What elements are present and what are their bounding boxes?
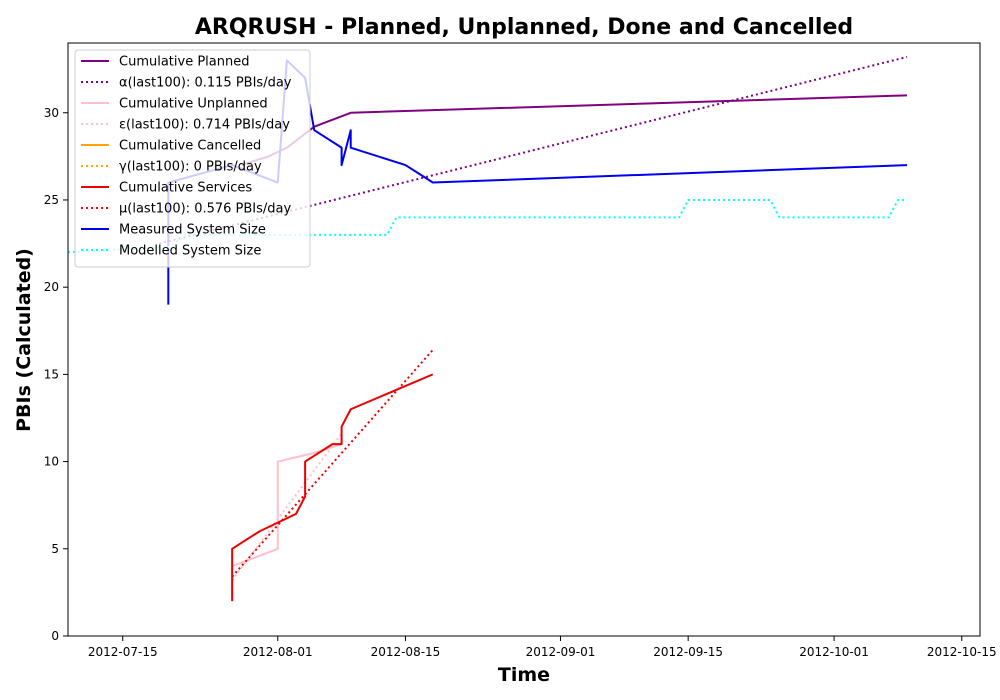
legend-label: ε(last100): 0.714 PBIs/day (119, 118, 290, 133)
legend-label: Measured System Size (119, 223, 266, 238)
x-axis: 2012-07-15 2012-08-01 2012-08-15 2012-09-01… (88, 636, 997, 659)
series-line-6 (231, 373, 434, 602)
legend-label: μ(last100): 0.576 PBIs/day (119, 202, 291, 217)
series-line-1 (158, 55, 908, 245)
y-tick-label: 20 (44, 280, 59, 294)
plot-frame (67, 42, 981, 637)
x-tick-label: 2012-08-15 (371, 645, 441, 659)
y-tick-label: 30 (44, 106, 59, 120)
y-axis: 0 5 10 15 20 25 30 (44, 106, 68, 643)
legend: Cumulative Planned α(last100): 0.115 PBIs… (74, 49, 311, 268)
series-line-3 (231, 433, 343, 581)
legend-label: Cumulative Cancelled (119, 139, 261, 154)
x-tick-label: 2012-10-01 (799, 645, 869, 659)
x-tick-label: 2012-10-15 (927, 645, 997, 659)
legend-box (74, 49, 311, 268)
x-tick-label: 2012-09-15 (653, 645, 723, 659)
x-axis-label: Time (498, 664, 550, 686)
x-tick-label: 2012-08-01 (243, 645, 313, 659)
y-axis-label: PBIs (Calculated) (13, 248, 35, 432)
x-tick-label: 2012-09-01 (526, 645, 596, 659)
legend-label: α(last100): 0.115 PBIs/day (119, 76, 292, 91)
y-tick-label: 25 (44, 193, 59, 207)
series-line-7 (231, 349, 434, 578)
legend-label: Cumulative Planned (119, 55, 249, 70)
legend-label: Modelled System Size (119, 244, 261, 259)
y-tick-label: 10 (44, 455, 59, 469)
legend-label: γ(last100): 0 PBIs/day (119, 160, 262, 175)
legend-label: Cumulative Services (119, 181, 252, 196)
chart-title: ARQRUSH - Planned, Unplanned, Done and C… (195, 15, 853, 40)
y-tick-label: 5 (51, 542, 59, 556)
series-line-9 (68, 198, 908, 254)
x-tick-label: 2012-07-15 (88, 645, 158, 659)
y-tick-label: 0 (51, 629, 59, 643)
legend-label: Cumulative Unplanned (119, 97, 268, 112)
y-tick-label: 15 (44, 367, 59, 381)
